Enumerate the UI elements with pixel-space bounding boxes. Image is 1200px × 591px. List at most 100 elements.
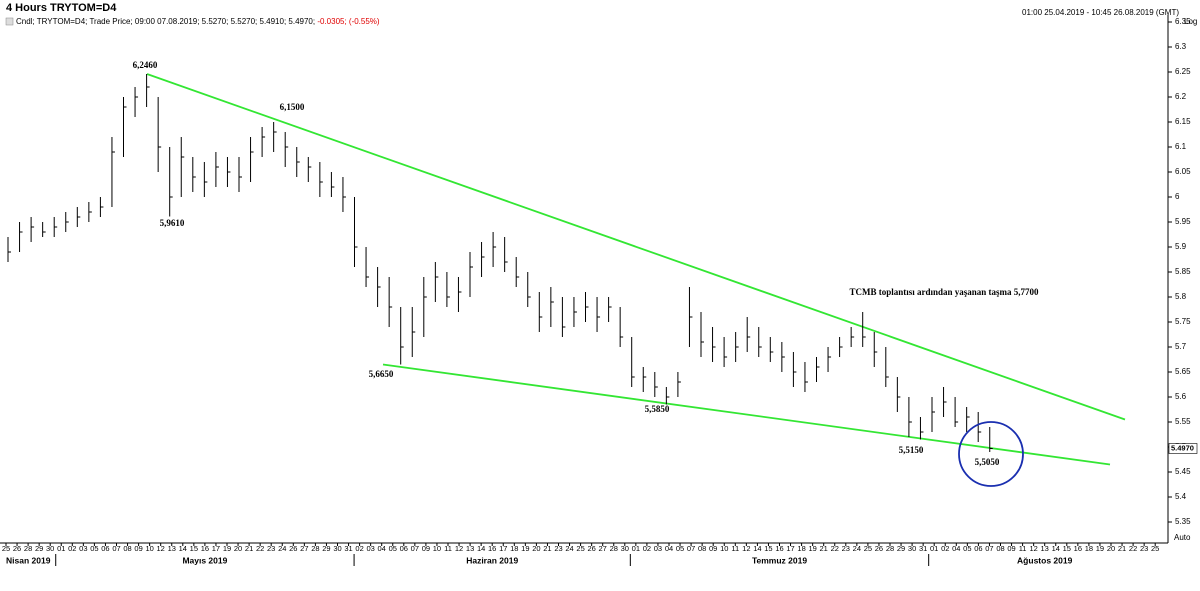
y-tick-label: 6.3 (1175, 42, 1187, 51)
annotation: 5,5850 (645, 404, 670, 414)
y-tick-label: 5.7 (1175, 342, 1187, 351)
x-tick-label: 21 (1118, 544, 1126, 553)
x-tick-label: 18 (1085, 544, 1093, 553)
x-tick-label: 24 (853, 544, 861, 553)
x-tick-label: 22 (256, 544, 264, 553)
y-tick-label: 6.15 (1175, 117, 1191, 126)
x-tick-label: 15 (764, 544, 772, 553)
x-tick-label: 19 (1096, 544, 1104, 553)
y-tick-label: 5.4 (1175, 492, 1187, 501)
x-tick-label: 17 (786, 544, 794, 553)
month-label: Haziran 2019 (466, 555, 518, 565)
x-tick-label: 16 (488, 544, 496, 553)
y-tick-label: 5.6 (1175, 392, 1187, 401)
x-tick-label: 14 (477, 544, 485, 553)
x-tick-label: 27 (599, 544, 607, 553)
x-tick-label: 17 (212, 544, 220, 553)
x-tick-label: 15 (1063, 544, 1071, 553)
date-range: 01:00 25.04.2019 - 10:45 26.08.2019 (GMT… (1022, 8, 1179, 17)
x-tick-label: 03 (79, 544, 87, 553)
x-tick-label: 14 (753, 544, 761, 553)
x-tick-label: 29 (35, 544, 43, 553)
x-tick-label: 16 (1074, 544, 1082, 553)
x-tick-label: 28 (610, 544, 618, 553)
annotation: 6,2460 (133, 60, 158, 70)
x-tick-label: 26 (587, 544, 595, 553)
x-tick-label: 23 (267, 544, 275, 553)
annotation: TCMB toplantısı ardından yaşanan taşma 5… (849, 287, 1039, 297)
x-tick-label: 28 (311, 544, 319, 553)
x-tick-label: 26 (875, 544, 883, 553)
y-tick-label: 5.9 (1175, 242, 1187, 251)
annotation: 5,5150 (899, 445, 924, 455)
x-tick-label: 08 (123, 544, 131, 553)
x-tick-label: 19 (521, 544, 529, 553)
y-tick-label: 5.35 (1175, 517, 1191, 526)
y-tick-label: 6 (1175, 192, 1180, 201)
month-label: Mayıs 2019 (182, 555, 227, 565)
x-tick-label: 20 (532, 544, 540, 553)
x-tick-label: 30 (46, 544, 54, 553)
x-tick-label: 19 (808, 544, 816, 553)
x-tick-label: 06 (101, 544, 109, 553)
y-tick-label: 6.1 (1175, 142, 1187, 151)
x-tick-label: 12 (157, 544, 165, 553)
x-tick-label: 29 (897, 544, 905, 553)
x-tick-label: 29 (322, 544, 330, 553)
x-tick-label: 09 (422, 544, 430, 553)
x-tick-label: 16 (201, 544, 209, 553)
x-tick-label: 04 (378, 544, 386, 553)
x-tick-label: 25 (2, 544, 10, 553)
x-tick-label: 08 (698, 544, 706, 553)
y-tick-label: 5.95 (1175, 217, 1191, 226)
x-tick-label: 10 (145, 544, 153, 553)
x-tick-label: 11 (731, 544, 739, 553)
trend-line (146, 73, 1126, 421)
x-tick-label: 09 (1007, 544, 1015, 553)
scale-label: Log (1184, 17, 1197, 26)
x-tick-label: 31 (344, 544, 352, 553)
x-tick-label: 30 (621, 544, 629, 553)
x-tick-label: 21 (245, 544, 253, 553)
annotation: 5,6650 (369, 369, 394, 379)
x-tick-label: 03 (654, 544, 662, 553)
x-tick-label: 26 (13, 544, 21, 553)
x-tick-label: 25 (576, 544, 584, 553)
x-tick-label: 07 (411, 544, 419, 553)
month-label: Ağustos 2019 (1017, 555, 1073, 565)
x-tick-label: 02 (68, 544, 76, 553)
last-price-tag (1168, 443, 1198, 454)
x-tick-label: 31 (919, 544, 927, 553)
x-tick-label: 20 (1107, 544, 1115, 553)
x-tick-label: 10 (433, 544, 441, 553)
x-tick-label: 07 (112, 544, 120, 553)
change-text: -0.0305; (-0.55%) (317, 17, 380, 26)
x-tick-label: 10 (720, 544, 728, 553)
x-tick-label: 07 (687, 544, 695, 553)
x-tick-label: 16 (775, 544, 783, 553)
x-tick-label: 08 (996, 544, 1004, 553)
x-tick-label: 05 (389, 544, 397, 553)
x-tick-label: 20 (234, 544, 242, 553)
y-tick-label: 6.2 (1175, 92, 1187, 101)
trend-line (382, 363, 1111, 466)
x-tick-label: 21 (543, 544, 551, 553)
x-tick-label: 01 (930, 544, 938, 553)
annotation: 5,9610 (160, 218, 185, 228)
x-tick-label: 02 (941, 544, 949, 553)
x-tick-label: 13 (168, 544, 176, 553)
x-tick-label: 12 (455, 544, 463, 553)
x-tick-label: 23 (554, 544, 562, 553)
x-tick-label: 05 (963, 544, 971, 553)
x-tick-label: 06 (400, 544, 408, 553)
y-tick-label: 5.85 (1175, 267, 1191, 276)
x-tick-label: 09 (709, 544, 717, 553)
month-label: Nisan 2019 (6, 555, 51, 565)
x-tick-label: 27 (300, 544, 308, 553)
legend-icon (5, 17, 14, 26)
x-tick-label: 01 (57, 544, 65, 553)
x-tick-label: 04 (665, 544, 673, 553)
x-tick-label: 01 (632, 544, 640, 553)
